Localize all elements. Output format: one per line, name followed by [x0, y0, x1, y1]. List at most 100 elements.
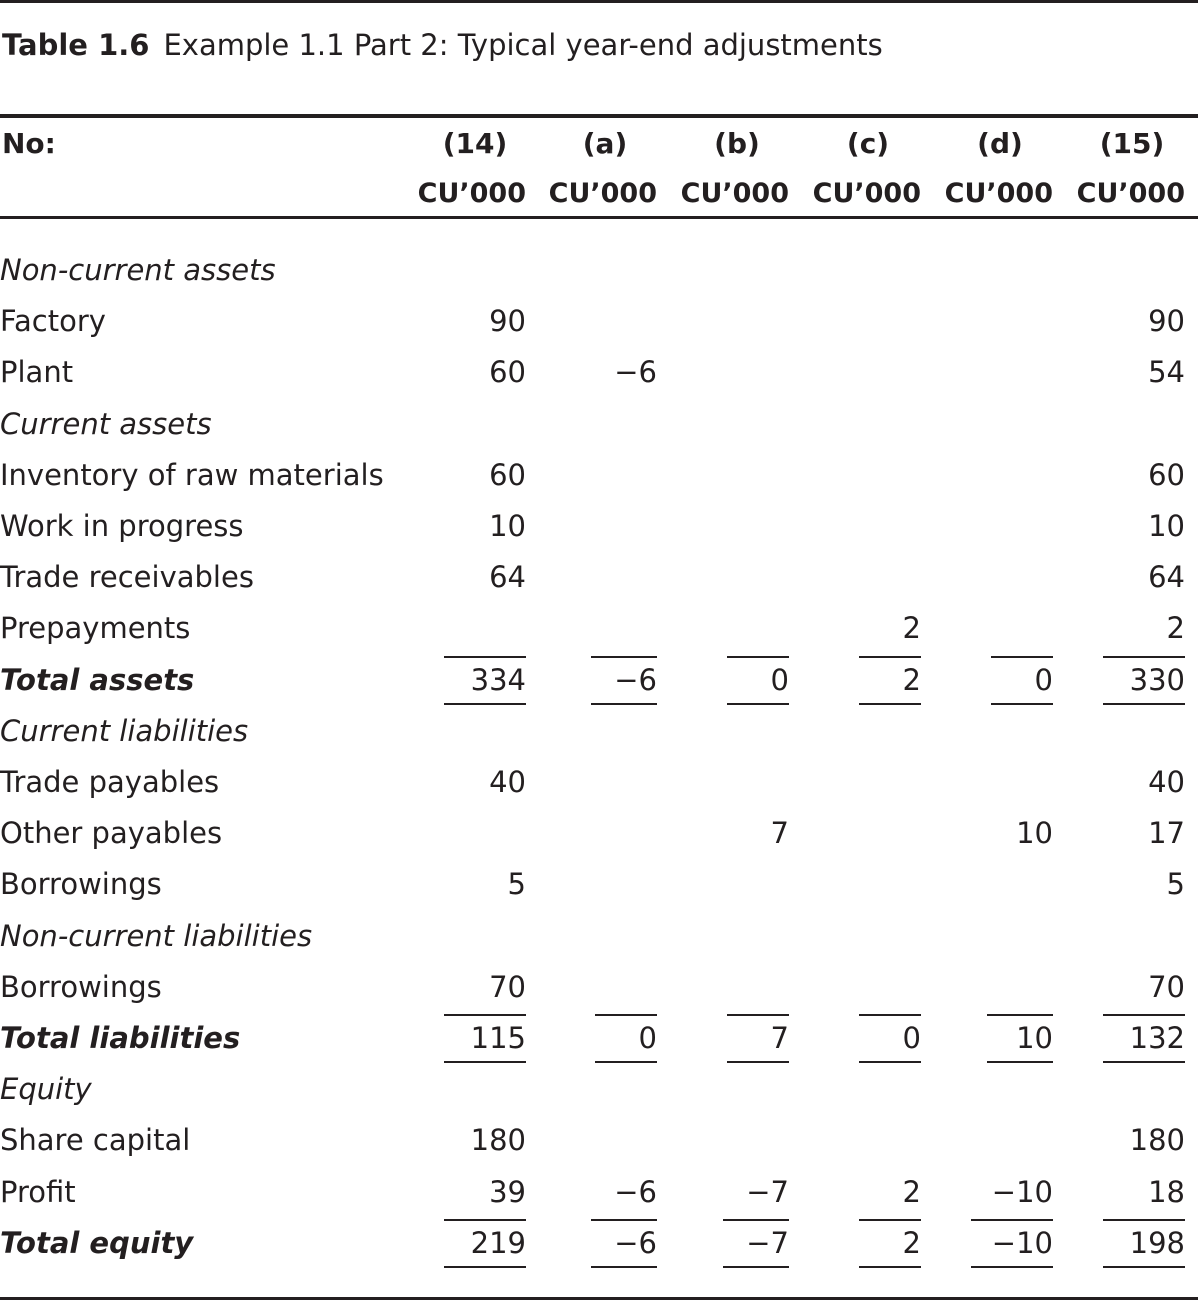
column-header-unit: CU’000: [1076, 178, 1185, 209]
total-cell: 334: [470, 662, 526, 697]
value-cell: −6: [614, 1174, 657, 1209]
total-cell: 2: [902, 662, 921, 697]
total-bottom-rule: [1103, 702, 1185, 705]
column-header-unit: CU’000: [944, 178, 1053, 209]
total-bottom-rule: [991, 702, 1053, 705]
value-cell: 180: [1129, 1123, 1185, 1158]
section-heading: Non-current liabilities: [0, 918, 313, 953]
value-cell: 39: [489, 1174, 526, 1209]
row-label: Borrowings: [0, 969, 162, 1004]
total-top-rule: [444, 1014, 526, 1016]
table-row: Current liabilities: [0, 711, 1198, 762]
value-cell: 5: [507, 867, 526, 902]
value-cell: 60: [489, 355, 526, 390]
value-cell: 40: [489, 765, 526, 799]
column-header-label: (a): [582, 127, 628, 160]
table-caption: Table 1.6 Example 1.1 Part 2: Typical yea…: [2, 28, 883, 62]
table-row: Total assets 334 −6 0 2 0 330: [0, 655, 1198, 711]
total-cell: −7: [746, 1225, 789, 1260]
column-header-label: (14): [442, 127, 508, 160]
table-row: Current assets: [0, 404, 1198, 455]
value-cell: 90: [489, 304, 526, 339]
value-cell: 10: [489, 509, 526, 543]
table-title: Example 1.1 Part 2: Typical year-end adj…: [163, 28, 883, 62]
total-label: Total assets: [0, 662, 195, 697]
total-bottom-rule: [444, 1265, 526, 1268]
row-label: Profit: [0, 1174, 76, 1209]
table-row: Work in progress 10 10: [0, 506, 1198, 557]
total-cell: 2: [902, 1225, 921, 1260]
column-header-label: (b): [714, 127, 760, 160]
header-top-rule: [0, 114, 1198, 118]
total-bottom-rule: [444, 1061, 526, 1063]
section-heading: Non-current assets: [0, 253, 276, 287]
value-cell: 60: [1148, 457, 1185, 492]
row-label: Plant: [0, 355, 74, 390]
value-cell: 64: [1148, 560, 1185, 595]
total-cell: 0: [902, 1021, 921, 1055]
table-row: Equity: [0, 1069, 1198, 1120]
table-row: Non-current liabilities: [0, 916, 1198, 967]
table-row: Total equity 219 −6 −7 2 −10 198: [0, 1218, 1198, 1274]
row-label: Trade receivables: [0, 560, 254, 595]
table-row: Trade receivables 64 64: [0, 557, 1198, 608]
total-top-rule: [991, 655, 1053, 658]
total-top-rule: [591, 1218, 657, 1221]
table-row: Plant 60 −6 54: [0, 352, 1198, 403]
bottom-rule: [0, 1297, 1198, 1300]
total-label: Total liabilities: [0, 1021, 241, 1055]
column-header-unit: CU’000: [548, 178, 657, 209]
table-row: Inventory of raw materials 60 60: [0, 455, 1198, 506]
total-cell: −6: [614, 662, 657, 697]
row-label: Factory: [0, 304, 106, 339]
total-cell: −10: [991, 1225, 1053, 1260]
total-cell: 0: [1034, 662, 1053, 697]
value-cell: 17: [1148, 816, 1185, 851]
section-heading: Current assets: [0, 406, 212, 441]
row-label: Share capital: [0, 1123, 191, 1158]
total-top-rule: [971, 1218, 1053, 1221]
table-row: Other payables 7 10 17: [0, 813, 1198, 864]
total-top-rule: [595, 1014, 657, 1016]
row-label: Prepayments: [0, 611, 191, 646]
total-cell: −6: [614, 1225, 657, 1260]
value-cell: 40: [1148, 765, 1185, 799]
total-bottom-rule: [444, 702, 526, 705]
total-bottom-rule: [1103, 1265, 1185, 1268]
total-cell: 7: [770, 1021, 789, 1055]
value-cell: 18: [1148, 1174, 1185, 1209]
value-cell: 2: [902, 611, 921, 646]
total-cell: 0: [770, 662, 789, 697]
value-cell: 180: [470, 1123, 526, 1158]
total-top-rule: [591, 655, 657, 658]
value-cell: −10: [991, 1174, 1053, 1209]
value-cell: 60: [489, 457, 526, 492]
table-row: Factory 90 90: [0, 301, 1198, 352]
total-bottom-rule: [595, 1061, 657, 1063]
table-row: Borrowings 5 5: [0, 864, 1198, 915]
column-header-unit: CU’000: [680, 178, 789, 209]
total-bottom-rule: [591, 702, 657, 705]
total-bottom-rule: [859, 702, 921, 705]
total-top-rule: [859, 655, 921, 658]
total-top-rule: [1103, 1218, 1185, 1221]
total-label: Total equity: [0, 1225, 194, 1260]
total-top-rule: [444, 655, 526, 658]
total-top-rule: [1103, 655, 1185, 658]
row-label: Borrowings: [0, 867, 162, 902]
table-row: Profit 39 −6 −7 2 −10 18: [0, 1172, 1198, 1223]
table-row: Total liabilities 115 0 7 0 10 132: [0, 1014, 1198, 1069]
total-cell: 219: [470, 1225, 526, 1260]
value-cell: 10: [1148, 509, 1185, 543]
column-header-label: (d): [977, 127, 1023, 160]
header-bottom-rule: [0, 216, 1198, 219]
total-bottom-rule: [859, 1265, 921, 1268]
total-cell: 0: [638, 1021, 657, 1055]
value-cell: 10: [1016, 816, 1053, 851]
total-bottom-rule: [723, 1265, 789, 1268]
column-header-unit: CU’000: [417, 178, 526, 209]
total-bottom-rule: [971, 1265, 1053, 1268]
total-bottom-rule: [987, 1061, 1053, 1063]
row-label-header: No:: [2, 127, 56, 160]
value-cell: 70: [1148, 969, 1185, 1004]
